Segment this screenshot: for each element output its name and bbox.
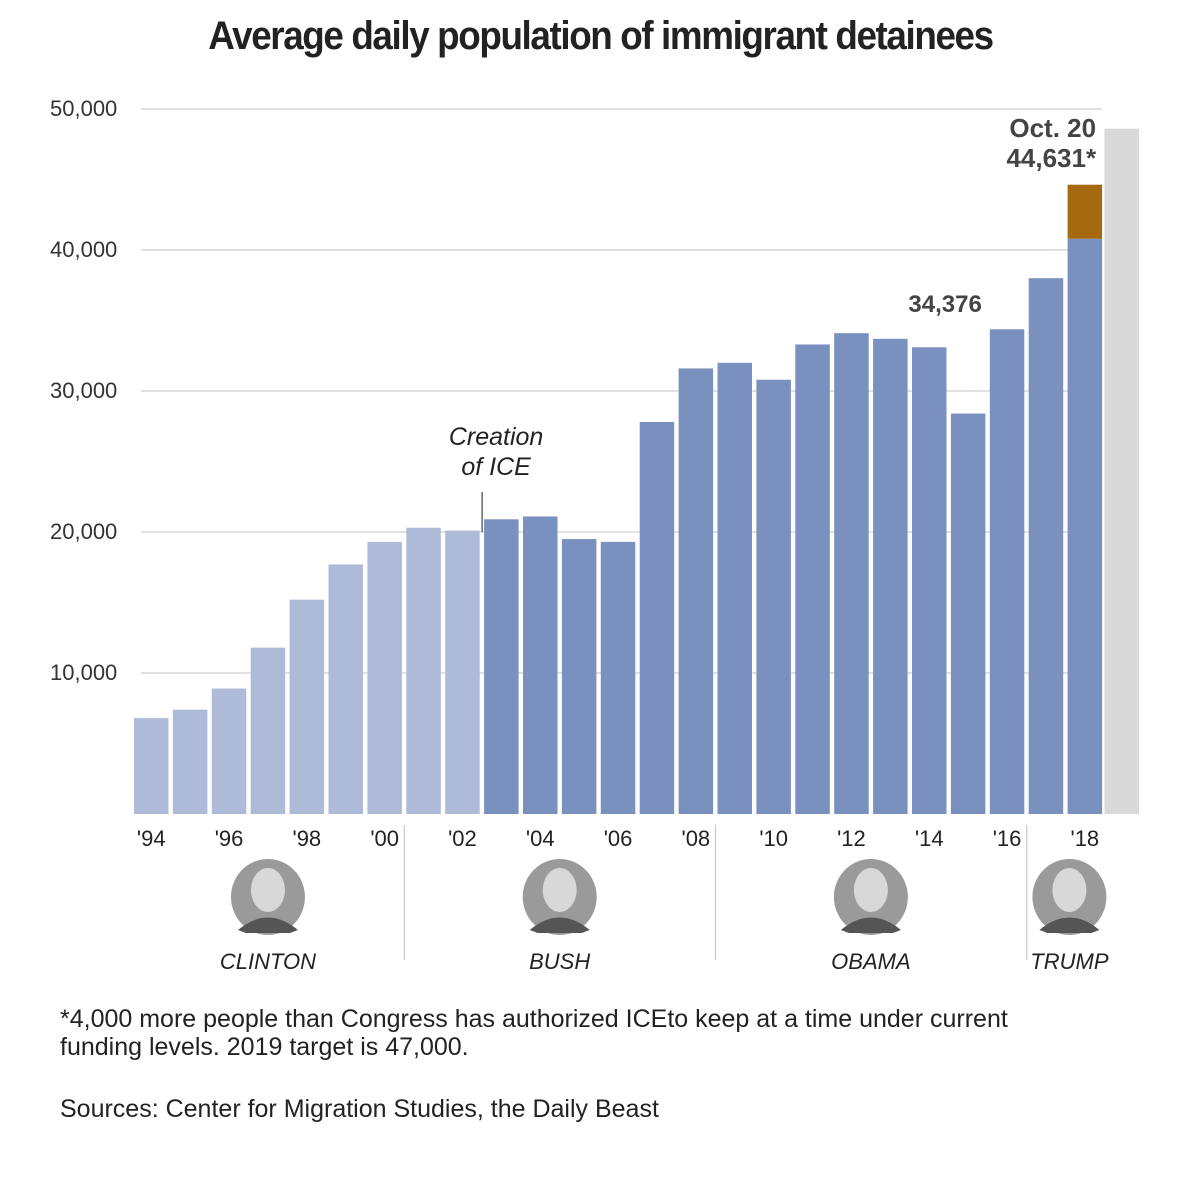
bar-2016 [989,329,1025,814]
bar-2018 [1067,238,1103,815]
portrait-face [1052,868,1087,912]
bar-1996 [211,688,247,814]
x-tick-label: '10 [759,826,788,851]
annotation-oct-20: Oct. 20 [1009,113,1096,143]
portrait-suit [1039,917,1100,933]
portrait-face [853,868,888,912]
y-tick-label: 50,000 [50,96,117,121]
x-tick-label: '00 [370,826,399,851]
portrait-suit [840,917,901,933]
bar-2001 [406,527,441,814]
y-tick-label: 30,000 [50,378,117,403]
president-name: BUSH [529,949,590,974]
bar-2018 [1067,184,1103,239]
bar-2010 [756,379,791,814]
y-tick-label: 10,000 [50,660,117,685]
portrait-face [250,868,285,912]
bar-2014 [912,347,947,814]
portrait-suit [237,917,298,933]
bar-2000 [367,541,402,814]
president-markers: CLINTON BUSH OBAMA TRUMP [220,825,1109,974]
y-tick-label: 20,000 [50,519,117,544]
bar-2017 [1028,278,1064,814]
x-tick-label: '04 [526,826,555,851]
portrait-obama [833,859,908,935]
portrait-suit [529,917,590,933]
bar-2015 [950,413,986,814]
bar-2008 [678,368,714,814]
x-tick-label: '16 [993,826,1022,851]
president-name: CLINTON [220,949,316,974]
x-tick-label: '08 [682,826,711,851]
x-tick-label: '18 [1071,826,1100,851]
footnote: *4,000 more people than Congress has aut… [60,1005,1008,1061]
bar-2011 [795,344,830,814]
bar-2013 [873,338,908,814]
president-name: OBAMA [831,949,910,974]
portrait-face [542,868,577,912]
portrait-trump [1032,859,1107,935]
chart-title: Average daily population of immigrant de… [208,14,994,58]
bar-target [1104,128,1139,815]
bar-1998 [289,599,325,814]
portrait-bush [522,859,597,935]
x-tick-label: '96 [215,826,244,851]
x-tick-label: '12 [837,826,866,851]
annotation-oct-20: 44,631* [1006,143,1097,173]
x-tick-label: '06 [604,826,633,851]
x-tick-label: '94 [137,826,166,851]
portrait-clinton [230,859,305,935]
bar-2012 [834,333,869,814]
bar-chart: 10,000 20,000 30,000 40,000 50,000 '94 '96 '98… [50,96,1139,974]
x-tick-label: '98 [293,826,322,851]
x-tick-label: '14 [915,826,944,851]
bar-2006 [600,541,636,814]
bar-1999 [328,564,363,814]
bar-2007 [639,422,675,814]
annotation-creation-of-ice: Creation [449,423,544,451]
bar-2002 [445,530,480,814]
bar-2009 [717,362,752,814]
y-axis-ticks: 10,000 20,000 30,000 40,000 50,000 [50,96,117,685]
bar-2003 [484,519,519,814]
y-tick-label: 40,000 [50,237,117,262]
annotation-value-label: 34,376 [908,291,981,318]
sources-note: Sources: Center for Migration Studies, t… [60,1095,659,1123]
bars [134,128,1139,815]
bar-1994 [134,718,169,814]
x-tick-label: '02 [448,826,477,851]
annotation-creation-of-ice: of ICE [461,453,531,481]
president-name: TRUMP [1030,949,1109,974]
bar-2005 [561,539,597,814]
bar-1997 [250,647,286,814]
bar-1995 [172,709,208,814]
bar-2004 [523,516,558,814]
x-axis-ticks: '94 '96 '98 '00 '02 '04 '06 '08 '10 '12 '14 '16 '18 [137,826,1099,851]
